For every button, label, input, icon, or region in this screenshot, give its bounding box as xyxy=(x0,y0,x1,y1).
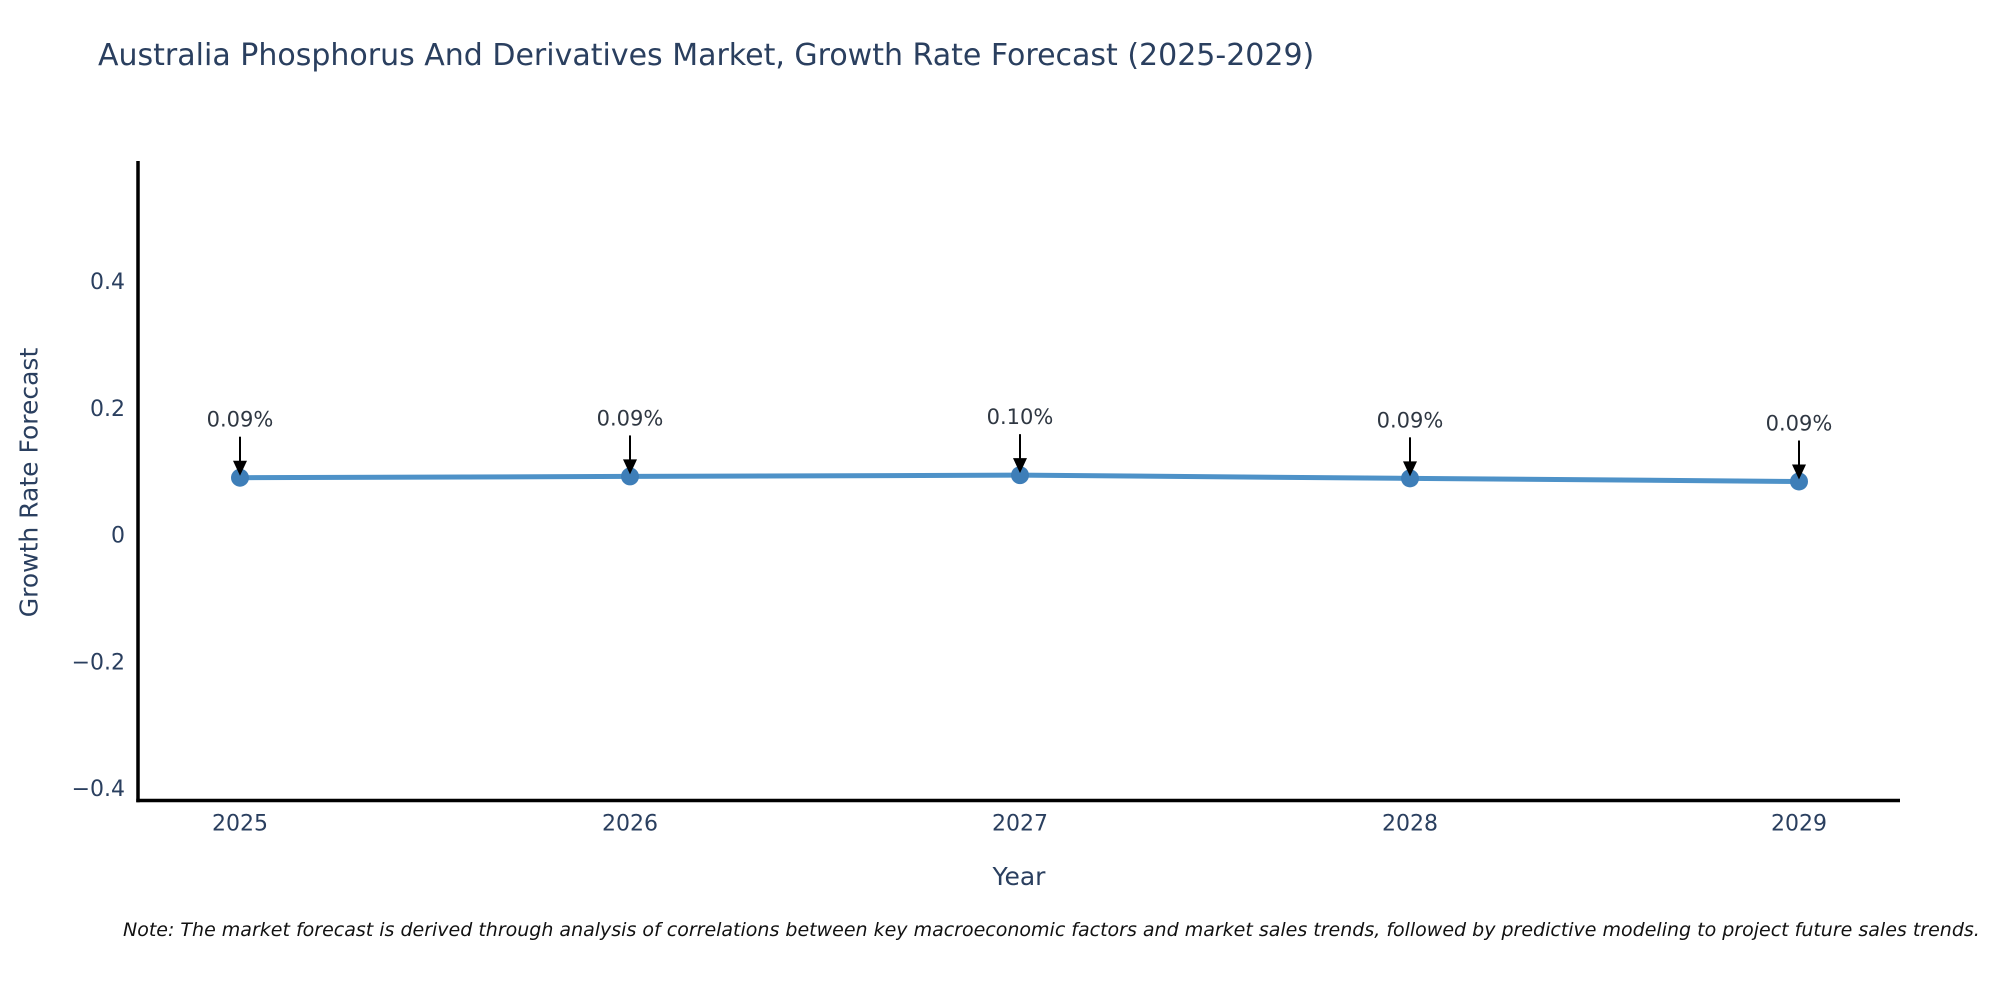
y-tick-label: 0 xyxy=(111,524,125,549)
annotation-label: 0.09% xyxy=(597,406,664,430)
data-point-marker xyxy=(1401,469,1419,488)
annotation-label: 0.09% xyxy=(1377,408,1444,432)
y-axis-title: Growth Rate Forecast xyxy=(14,347,44,618)
y-tick-label: −0.4 xyxy=(72,777,125,802)
x-tick-label: 2026 xyxy=(602,812,658,837)
x-tick-label: 2027 xyxy=(992,812,1048,837)
x-tick-label: 2025 xyxy=(212,812,268,837)
x-tick-label: 2028 xyxy=(1382,812,1438,837)
y-tick-label: −0.2 xyxy=(72,650,125,675)
annotation-arrow-head xyxy=(233,460,247,476)
data-point-marker xyxy=(1011,466,1029,485)
y-tick-label: 0.4 xyxy=(90,270,125,295)
x-axis-title: Year xyxy=(992,862,1046,891)
annotation-label: 0.09% xyxy=(207,408,274,432)
annotation-label: 0.10% xyxy=(987,405,1054,429)
data-point-marker xyxy=(1790,472,1808,491)
chart-title: Australia Phosphorus And Derivatives Mar… xyxy=(98,38,1315,73)
annotation-arrow-head xyxy=(1403,461,1417,477)
annotation-arrow-head xyxy=(1013,458,1027,474)
annotation-label: 0.09% xyxy=(1766,411,1833,435)
annotation-arrow-head xyxy=(623,459,637,475)
y-tick-label: 0.2 xyxy=(90,397,125,422)
data-point-marker xyxy=(621,467,639,486)
data-point-marker xyxy=(231,468,249,487)
annotation-arrow-head xyxy=(1792,464,1806,480)
x-tick-label: 2029 xyxy=(1771,812,1827,837)
footnote: Note: The market forecast is derived thr… xyxy=(123,919,1980,941)
